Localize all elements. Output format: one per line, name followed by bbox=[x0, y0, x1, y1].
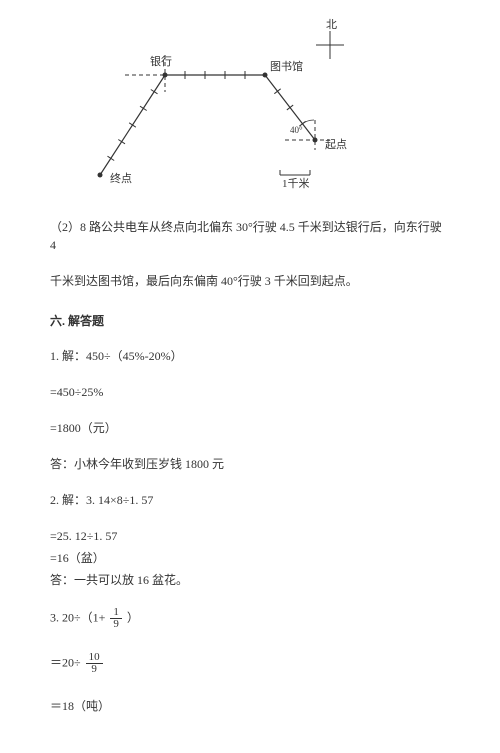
p1-l2: =450÷25% bbox=[50, 383, 450, 401]
svg-text:银行: 银行 bbox=[150, 54, 172, 68]
p3-l2-pre: ＝20÷ bbox=[50, 655, 84, 669]
fraction-10-9: 10 9 bbox=[86, 652, 103, 675]
svg-text:终点: 终点 bbox=[110, 171, 132, 185]
frac-denominator: 9 bbox=[110, 619, 122, 630]
frac-denominator: 9 bbox=[86, 664, 103, 675]
svg-text:图书馆: 图书馆 bbox=[270, 59, 303, 73]
svg-text:北: 北 bbox=[326, 18, 337, 31]
p3-l2: ＝20÷ 10 9 bbox=[50, 652, 450, 675]
p3-l1: 3. 20÷（1+ 1 9 ） bbox=[50, 607, 450, 630]
p3-l1-post: ） bbox=[127, 610, 139, 624]
fraction-1-9: 1 9 bbox=[110, 607, 122, 630]
p1-l4: 答：小林今年收到压岁钱 1800 元 bbox=[50, 455, 450, 473]
p3-l3: ＝18（吨） bbox=[50, 697, 450, 715]
route-diagram: 终点 银行 图书馆起点 40° 北 1千米 bbox=[70, 20, 370, 200]
p1-l1: 1. 解：450÷（45%-20%） bbox=[50, 347, 450, 365]
svg-text:起点: 起点 bbox=[325, 138, 347, 151]
p2-l3: =16（盆） bbox=[50, 549, 450, 567]
q2-line2: 千米到达图书馆，最后向东偏南 40°行驶 3 千米回到起点。 bbox=[50, 272, 450, 290]
p3-l1-pre: 3. 20÷（1+ bbox=[50, 610, 108, 624]
q2-line1: （2）8 路公共电车从终点向北偏东 30°行驶 4.5 千米到达银行后，向东行驶… bbox=[50, 218, 450, 254]
section-title: 六. 解答题 bbox=[50, 312, 450, 329]
p2-l1: 2. 解：3. 14×8÷1. 57 bbox=[50, 491, 450, 509]
svg-text:1千米: 1千米 bbox=[282, 177, 310, 190]
p2-l2: =25. 12÷1. 57 bbox=[50, 527, 450, 545]
svg-text:40°: 40° bbox=[290, 125, 303, 135]
p1-l3: =1800（元） bbox=[50, 419, 450, 437]
p2-l4: 答：一共可以放 16 盆花。 bbox=[50, 571, 450, 589]
